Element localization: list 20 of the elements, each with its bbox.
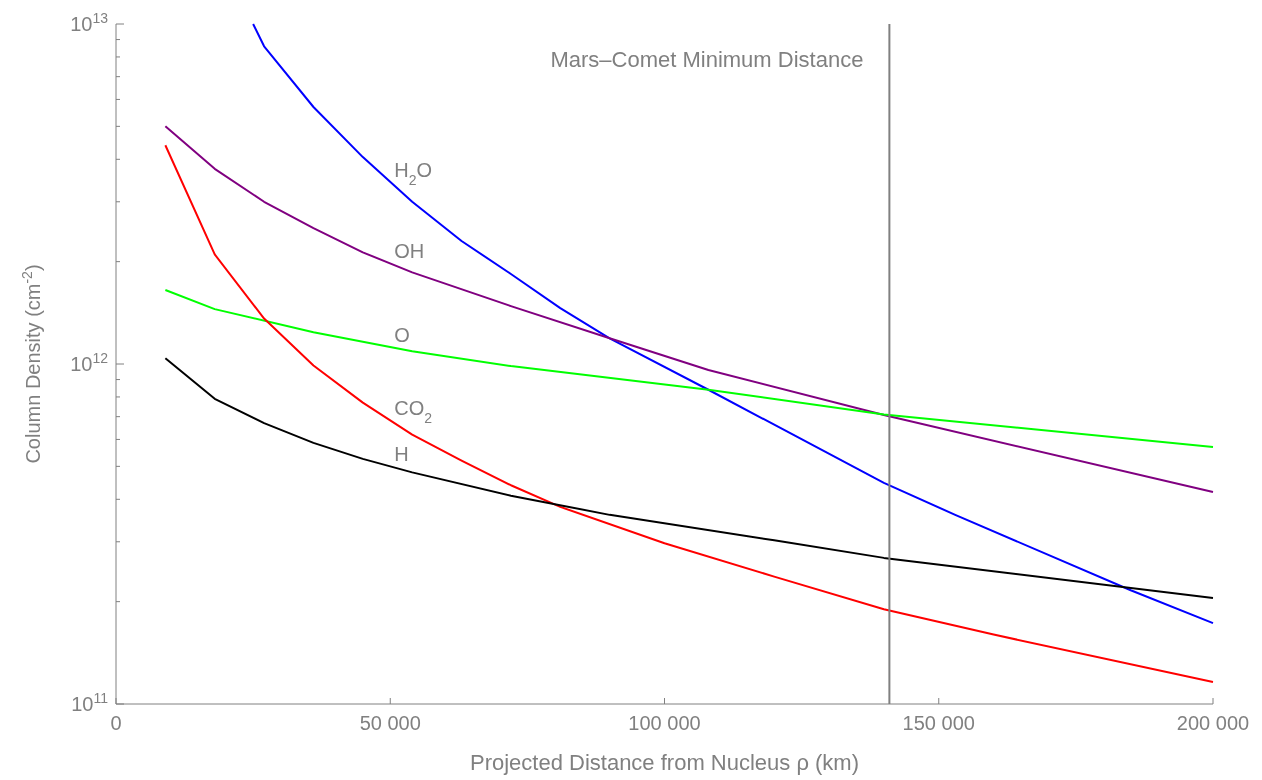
series-label: OH — [394, 240, 425, 263]
y-tick-label: 10$^{13}$ — [70, 10, 109, 35]
line-series — [164, 289, 1214, 448]
x-tick-label: 200 000 — [1176, 712, 1250, 734]
y-tick-label: 10$^{11}$ — [71, 690, 109, 715]
line-series — [164, 357, 1214, 599]
x-tick-label: 150 000 — [902, 712, 975, 734]
y-tick-label: 10$^{12}$ — [70, 350, 109, 375]
series-label: O — [394, 324, 410, 347]
line-series — [252, 23, 1214, 625]
series-label: CO$_{2}$ — [394, 397, 433, 427]
x-tick-label: 50 000 — [359, 712, 421, 734]
series-label: H$_{2}$O — [394, 158, 433, 188]
line-series — [164, 125, 1214, 494]
x-tick-label: 100 000 — [628, 712, 701, 734]
series-label: H — [394, 443, 409, 466]
line-series — [164, 144, 1214, 684]
ref-line-label: Mars–Comet Minimum Distance — [550, 47, 864, 72]
x-tick-label: 0 — [110, 712, 122, 734]
x-axis-title: Projected Distance from Nucleus ρ (km) — [469, 750, 860, 775]
